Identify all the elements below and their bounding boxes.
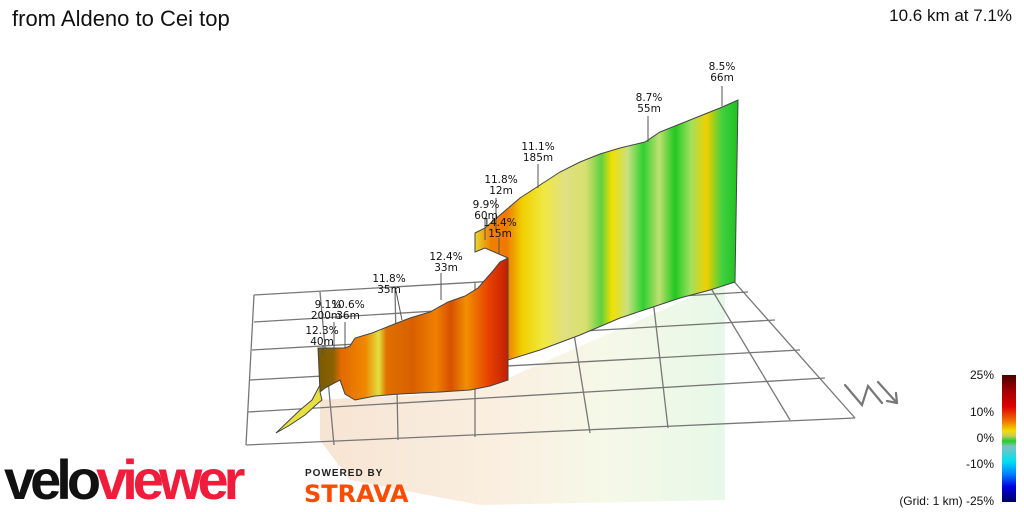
svg-text:8.5%: 8.5% xyxy=(709,61,736,73)
svg-text:36m: 36m xyxy=(336,310,360,322)
svg-text:8.7%: 8.7% xyxy=(636,92,663,104)
annotation-lines xyxy=(322,86,723,355)
profile-start xyxy=(275,384,323,434)
svg-text:200m: 200m xyxy=(311,310,341,322)
strava-logo[interactable]: STRAVA xyxy=(304,480,409,508)
climb-title: from Aldeno to Cei top xyxy=(12,6,230,31)
svg-text:11.1%: 11.1% xyxy=(521,141,554,153)
svg-text:185m: 185m xyxy=(523,152,553,164)
svg-text:9.1%: 9.1% xyxy=(315,299,342,311)
svg-text:40m: 40m xyxy=(310,336,334,348)
legend-tick-neg10: -10% xyxy=(965,457,994,471)
logo-viewer: viewer xyxy=(96,448,245,511)
svg-text:10.6%: 10.6% xyxy=(331,299,364,311)
veloviewer-logo[interactable]: veloviewer xyxy=(4,452,245,508)
svg-text:15m: 15m xyxy=(488,228,512,240)
gradient-color-scale xyxy=(1002,375,1016,502)
climb-summary: 10.6 km at 7.1% xyxy=(889,6,1012,25)
svg-text:9.9%: 9.9% xyxy=(473,199,500,211)
legend-tick-10: 10% xyxy=(969,405,994,419)
profile-wall-upper xyxy=(474,99,739,361)
svg-text:12m: 12m xyxy=(489,185,513,197)
profile-wall-lower xyxy=(317,257,509,401)
annotation-labels: 12.3% 40m 9.1% 200m 10.6% 36m 11.8% 35m … xyxy=(305,61,735,348)
svg-text:60m: 60m xyxy=(474,210,498,222)
powered-by-label: POWERED BY xyxy=(305,468,384,479)
logo-velo: velo xyxy=(4,448,101,511)
svg-text:11.8%: 11.8% xyxy=(484,174,517,186)
svg-text:55m: 55m xyxy=(637,103,661,115)
svg-text:14.4%: 14.4% xyxy=(483,217,516,229)
legend-tick-0: 0% xyxy=(976,431,994,445)
legend-tick-25: 25% xyxy=(969,368,994,382)
svg-text:11.8%: 11.8% xyxy=(372,273,405,285)
svg-text:12.3%: 12.3% xyxy=(305,325,338,337)
svg-text:35m: 35m xyxy=(377,284,401,296)
svg-text:33m: 33m xyxy=(434,262,458,274)
north-arrow-icon xyxy=(843,380,899,408)
svg-text:66m: 66m xyxy=(710,72,734,84)
svg-text:12.4%: 12.4% xyxy=(429,251,462,263)
profile-reflection xyxy=(320,282,725,505)
legend-tick-neg25: (Grid: 1 km) -25% xyxy=(899,494,994,508)
